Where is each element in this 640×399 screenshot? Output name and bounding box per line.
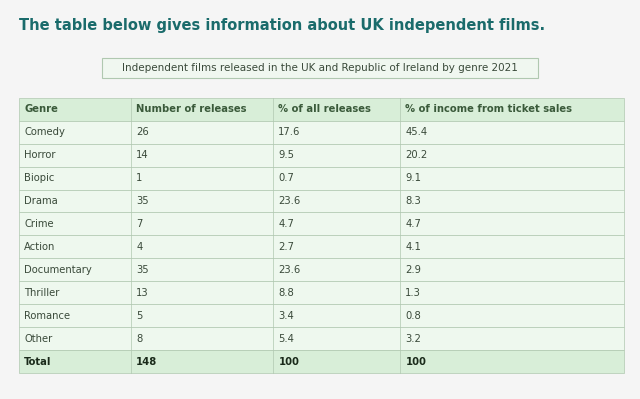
Text: 9.1: 9.1 xyxy=(405,173,421,183)
Text: 4.1: 4.1 xyxy=(405,242,421,252)
Text: 8.8: 8.8 xyxy=(278,288,294,298)
Bar xyxy=(19,281,624,304)
Text: Independent films released in the UK and Republic of Ireland by genre 2021: Independent films released in the UK and… xyxy=(122,63,518,73)
Text: 100: 100 xyxy=(278,357,300,367)
Bar xyxy=(19,167,624,190)
Text: Crime: Crime xyxy=(24,219,54,229)
Text: 20.2: 20.2 xyxy=(405,150,428,160)
Text: 0.8: 0.8 xyxy=(405,311,421,321)
Text: 4.7: 4.7 xyxy=(278,219,294,229)
Text: 4: 4 xyxy=(136,242,143,252)
Text: 5: 5 xyxy=(136,311,143,321)
Text: 2.9: 2.9 xyxy=(405,265,421,275)
Text: 9.5: 9.5 xyxy=(278,150,294,160)
Text: 8: 8 xyxy=(136,334,143,344)
Text: 45.4: 45.4 xyxy=(405,127,428,137)
Bar xyxy=(19,327,624,350)
Bar xyxy=(19,144,624,167)
Text: 4.7: 4.7 xyxy=(405,219,421,229)
Bar xyxy=(19,212,624,235)
Text: 3.4: 3.4 xyxy=(278,311,294,321)
Bar xyxy=(19,98,624,120)
Text: 5.4: 5.4 xyxy=(278,334,294,344)
Text: 100: 100 xyxy=(405,357,426,367)
Text: % of all releases: % of all releases xyxy=(278,104,371,114)
Text: Number of releases: Number of releases xyxy=(136,104,246,114)
Text: 23.6: 23.6 xyxy=(278,196,301,206)
Text: 7: 7 xyxy=(136,219,143,229)
Text: % of income from ticket sales: % of income from ticket sales xyxy=(405,104,572,114)
Bar xyxy=(19,120,624,144)
Bar xyxy=(19,190,624,212)
Text: Drama: Drama xyxy=(24,196,58,206)
Bar xyxy=(19,259,624,281)
Text: Other: Other xyxy=(24,334,52,344)
Text: Genre: Genre xyxy=(24,104,58,114)
Text: Action: Action xyxy=(24,242,56,252)
Text: 35: 35 xyxy=(136,196,149,206)
Text: 2.7: 2.7 xyxy=(278,242,294,252)
Text: 14: 14 xyxy=(136,150,149,160)
Text: Biopic: Biopic xyxy=(24,173,54,183)
Text: 1.3: 1.3 xyxy=(405,288,421,298)
Bar xyxy=(19,235,624,259)
FancyBboxPatch shape xyxy=(102,58,538,78)
Text: Romance: Romance xyxy=(24,311,70,321)
Text: 17.6: 17.6 xyxy=(278,127,301,137)
Bar xyxy=(19,304,624,327)
Text: 0.7: 0.7 xyxy=(278,173,294,183)
Text: 8.3: 8.3 xyxy=(405,196,421,206)
Text: Documentary: Documentary xyxy=(24,265,92,275)
Text: 3.2: 3.2 xyxy=(405,334,421,344)
Text: 148: 148 xyxy=(136,357,157,367)
Text: Comedy: Comedy xyxy=(24,127,65,137)
Text: Total: Total xyxy=(24,357,52,367)
Bar xyxy=(19,350,624,373)
Text: 23.6: 23.6 xyxy=(278,265,301,275)
Text: 35: 35 xyxy=(136,265,149,275)
Text: The table below gives information about UK independent films.: The table below gives information about … xyxy=(19,18,545,33)
Text: 26: 26 xyxy=(136,127,149,137)
Text: 13: 13 xyxy=(136,288,149,298)
Text: 1: 1 xyxy=(136,173,143,183)
Text: Thriller: Thriller xyxy=(24,288,60,298)
Text: Horror: Horror xyxy=(24,150,56,160)
